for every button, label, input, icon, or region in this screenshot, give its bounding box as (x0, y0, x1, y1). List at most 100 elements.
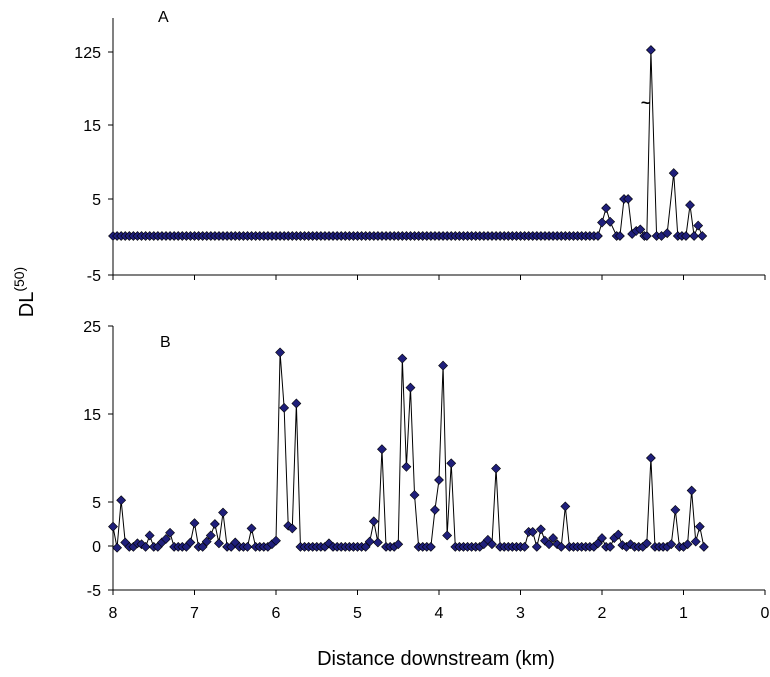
data-point-marker (535, 524, 546, 535)
data-point-marker (438, 360, 448, 371)
y-tick-label: 0 (92, 539, 101, 556)
data-point-marker (368, 516, 379, 527)
data-point-marker (605, 216, 616, 227)
x-tick-label: 6 (272, 605, 281, 622)
data-point-marker (681, 231, 691, 241)
data-point-marker (605, 541, 616, 552)
data-point-marker (287, 523, 298, 534)
data-point-marker (218, 507, 228, 518)
y-tick-label: 5 (92, 495, 101, 512)
data-point-marker (401, 461, 412, 472)
series-line (112, 352, 705, 548)
data-point-marker (641, 538, 652, 549)
data-point-marker (377, 444, 387, 455)
data-point-marker (597, 533, 607, 544)
data-point-marker (615, 231, 625, 241)
data-point-marker (271, 535, 281, 546)
y-axis-title-superscript: (50) (11, 267, 27, 292)
data-point-marker (613, 529, 624, 540)
x-tick-label: 7 (190, 605, 199, 622)
panel-b-label: B (160, 334, 171, 351)
data-point-marker (405, 382, 416, 393)
data-point-marker (409, 490, 420, 500)
data-point-marker (112, 542, 122, 553)
data-point-marker (697, 231, 708, 241)
panel-a-label: A (158, 9, 169, 26)
data-point-marker (393, 539, 404, 550)
data-point-marker (165, 527, 175, 538)
y-axis-title: DL(50) (11, 267, 38, 317)
data-point-marker (686, 485, 697, 496)
y-tick-label: 15 (83, 118, 101, 135)
data-point-marker (670, 504, 681, 515)
data-point-marker (397, 353, 408, 364)
data-point-marker (116, 495, 127, 506)
data-point-marker (425, 541, 436, 552)
data-point-marker (682, 539, 693, 550)
data-point-marker (140, 541, 151, 552)
panel-a: A -5 5 15 125 ~ (74, 9, 766, 285)
data-point-marker (689, 231, 700, 241)
data-point-marker (597, 217, 607, 228)
data-point-marker (434, 475, 444, 485)
data-point-marker (279, 402, 290, 413)
y-tick-label: 15 (83, 407, 101, 424)
data-point-marker (693, 220, 704, 231)
data-point-marker (668, 168, 679, 179)
y-axis-title-main: DL (16, 292, 38, 318)
data-point-marker (442, 530, 453, 541)
y-tick-label: 125 (74, 45, 101, 62)
data-point-marker (623, 194, 634, 204)
data-point-marker (491, 463, 501, 474)
x-tick-label: 8 (109, 605, 118, 622)
data-point-marker (372, 537, 383, 548)
data-point-marker (685, 200, 695, 211)
data-point-marker (690, 536, 701, 547)
x-tick-label: 3 (516, 605, 525, 622)
x-tick-label: 2 (598, 605, 607, 622)
data-point-marker (446, 458, 457, 469)
x-tick-label: 5 (353, 605, 362, 622)
data-point-marker (246, 523, 257, 534)
data-point-marker (548, 533, 559, 544)
x-tick-label: 1 (679, 605, 688, 622)
data-point-marker (205, 530, 216, 541)
x-tick-label: 4 (435, 605, 444, 622)
data-point-marker (519, 541, 530, 552)
data-point-marker (635, 224, 646, 235)
data-point-marker (161, 534, 171, 544)
data-point-marker (144, 530, 155, 541)
data-point-marker (527, 526, 538, 537)
data-point-marker (364, 536, 375, 547)
data-point-marker (556, 541, 567, 552)
series-line (113, 49, 703, 237)
y-tick-label: -5 (87, 268, 101, 285)
data-point-marker (641, 231, 652, 241)
data-point-marker (214, 538, 224, 549)
data-point-marker (531, 541, 542, 552)
data-point-marker (189, 518, 200, 529)
y-tick-label: -5 (87, 583, 101, 600)
data-point-marker (242, 541, 253, 552)
data-point-marker (694, 521, 705, 532)
data-point-marker (291, 398, 302, 409)
data-point-marker (430, 504, 440, 515)
x-axis-title: Distance downstream (km) (317, 648, 555, 670)
data-point-marker (201, 536, 212, 547)
data-point-marker (645, 453, 656, 463)
data-point-marker (560, 501, 571, 512)
data-point-marker (662, 228, 673, 239)
panel-b: B -5 0 5 15 25 (83, 319, 766, 600)
x-tick-label: 0 (761, 605, 770, 622)
data-point-marker (698, 541, 709, 552)
data-point-marker (487, 539, 497, 550)
data-point-marker (666, 539, 677, 550)
axis-break-mark: ~ (641, 95, 650, 112)
data-point-marker (645, 45, 656, 55)
data-point-marker (275, 347, 285, 358)
data-point-marker (185, 537, 196, 548)
y-tick-label: 5 (92, 192, 101, 209)
data-point-marker (593, 231, 603, 241)
data-point-marker (209, 519, 220, 529)
